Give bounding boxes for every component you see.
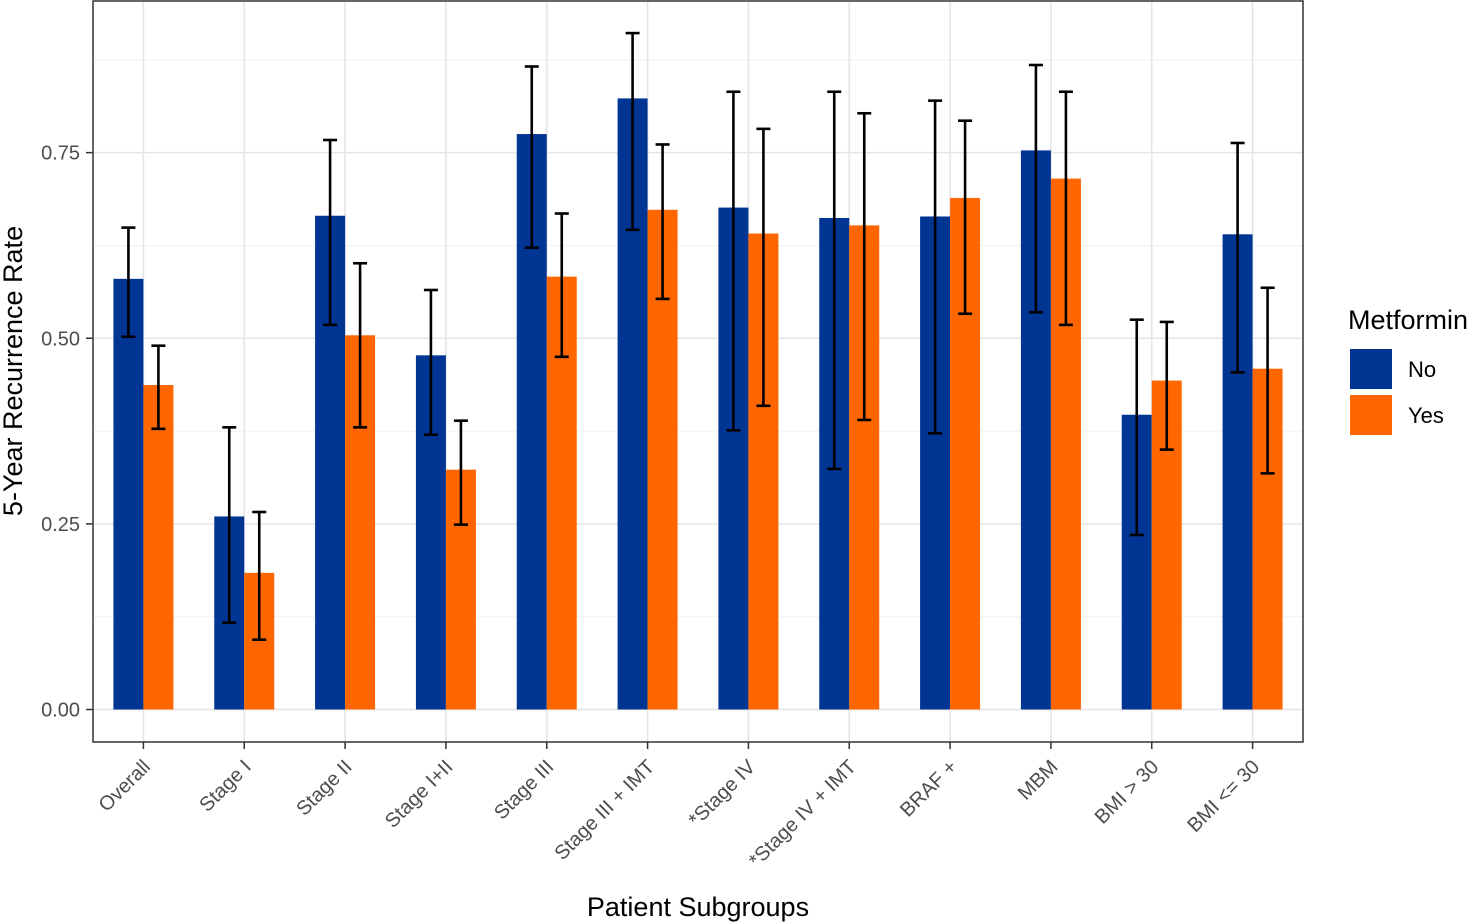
x-tick-label: MBM: [1014, 756, 1063, 805]
bar-no: [113, 278, 144, 710]
plot-panel-border: [92, 0, 1304, 743]
legend-key-yes: [1350, 395, 1392, 435]
error-bar-no: [928, 99, 943, 435]
x-tick-label: *Stage IV + IMT: [745, 756, 861, 872]
error-bars: [121, 31, 1275, 642]
error-bar-no: [323, 138, 338, 327]
y-axis: 0.00 0.25 0.50 0.75: [41, 143, 93, 722]
x-tick-label: Stage II: [292, 756, 356, 820]
x-tick-label: BMI <= 30: [1183, 756, 1264, 837]
y-tick-label: 0.75: [41, 143, 80, 165]
error-bar-no: [726, 90, 741, 432]
legend: Metformin No Yes: [1348, 305, 1468, 435]
legend-label-yes: Yes: [1408, 403, 1444, 428]
x-tick-label: BMI > 30: [1091, 756, 1164, 829]
error-bar-no: [524, 65, 539, 249]
x-axis-title: Patient Subgroups: [587, 892, 809, 922]
x-tick-label: Stage III: [490, 756, 558, 824]
error-bar-no: [1230, 141, 1245, 374]
error-bar-no: [827, 90, 842, 471]
legend-label-no: No: [1408, 357, 1436, 382]
error-bar-yes: [1159, 320, 1174, 451]
x-axis: Overall Stage I Stage II Stage I+II Stage II…: [95, 742, 1264, 872]
error-bar-no: [1129, 318, 1144, 537]
y-tick-label: 0.50: [41, 328, 80, 350]
error-bar-no: [121, 226, 136, 339]
y-tick-label: 0.00: [41, 700, 80, 722]
error-bar-no: [423, 288, 438, 437]
error-bar-yes: [655, 143, 670, 301]
x-tick-label: Stage I+II: [381, 756, 457, 832]
x-tick-label: Stage I: [195, 756, 255, 816]
y-tick-label: 0.25: [41, 514, 80, 536]
error-bar-yes: [958, 119, 973, 316]
error-bar-yes: [353, 261, 368, 429]
error-bar-yes: [1260, 286, 1275, 475]
x-tick-label: Overall: [95, 756, 155, 816]
error-bar-yes: [554, 212, 569, 359]
error-bar-no: [1028, 63, 1043, 314]
error-bar-no: [625, 31, 640, 232]
legend-key-no: [1350, 349, 1392, 389]
error-bar-yes: [453, 419, 468, 526]
error-bar-yes: [252, 510, 267, 642]
y-axis-title: 5-Year Recurrence Rate: [0, 226, 28, 516]
legend-title: Metformin: [1348, 305, 1468, 335]
error-bar-yes: [756, 127, 771, 408]
plot-panel-background: [93, 1, 1303, 742]
error-bar-yes: [1058, 90, 1073, 327]
x-tick-label: *Stage IV: [685, 756, 761, 832]
bar-yes: [143, 385, 174, 710]
x-tick-label: BRAF +: [896, 756, 961, 821]
error-bar-no: [222, 426, 237, 624]
error-bar-yes: [151, 344, 166, 431]
x-tick-label: Stage III + IMT: [550, 756, 659, 865]
minor-gridlines: [93, 59, 1303, 618]
error-bar-yes: [857, 111, 872, 422]
